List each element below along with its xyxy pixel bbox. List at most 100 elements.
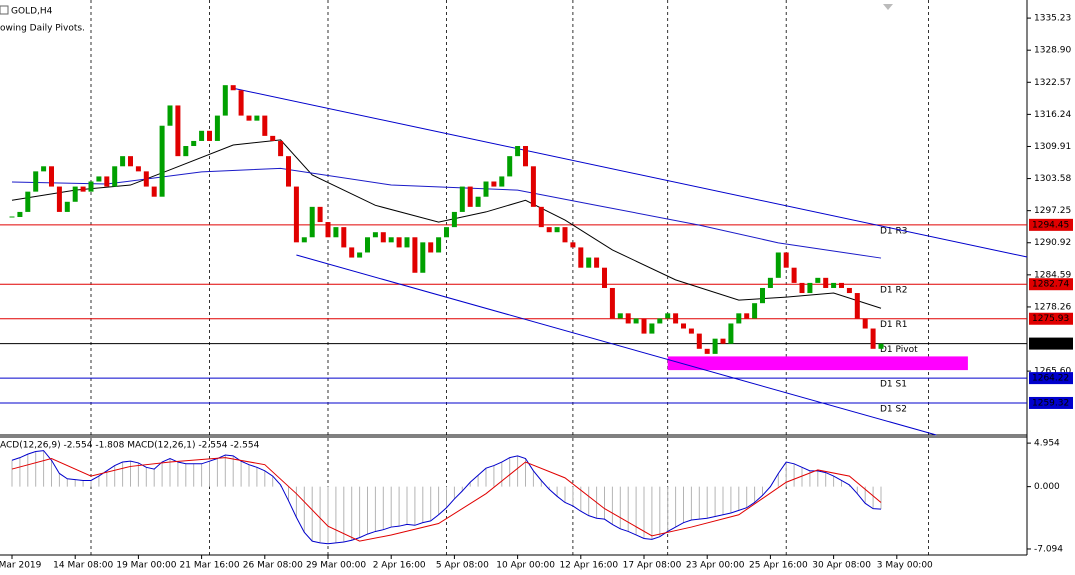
- candle: [254, 115, 260, 121]
- candle: [578, 247, 584, 268]
- candle: [609, 287, 615, 319]
- candle: [199, 130, 205, 141]
- candle: [365, 237, 370, 253]
- candle: [878, 343, 884, 349]
- candle: [823, 277, 829, 288]
- y-tick-label: 1335.23: [1034, 14, 1071, 24]
- x-tick-label: 26 Mar 08:00: [243, 561, 303, 571]
- y-tick-label: 1322.57: [1034, 78, 1071, 88]
- candle: [736, 313, 742, 324]
- candle: [246, 115, 252, 121]
- candle: [617, 313, 623, 319]
- candle: [791, 267, 797, 283]
- y-tick-label: 1297.25: [1034, 206, 1071, 216]
- pivot-label: D1 R2: [880, 286, 908, 296]
- candle: [475, 196, 481, 207]
- candle: [167, 105, 173, 126]
- y-tick-label: 1265.60: [1034, 367, 1071, 377]
- candle: [570, 242, 576, 248]
- candle: [309, 206, 315, 238]
- candle: [633, 318, 639, 324]
- y-tick-label: 4.954: [1034, 439, 1060, 449]
- candle: [230, 85, 236, 91]
- candle: [112, 166, 118, 187]
- candle: [143, 171, 149, 187]
- candle: [41, 166, 47, 172]
- macd-line: [11, 450, 882, 545]
- y-tick-label: 1309.91: [1034, 142, 1071, 152]
- candle: [420, 242, 426, 273]
- candle: [712, 338, 718, 354]
- candle: [775, 252, 781, 278]
- candle: [49, 166, 54, 187]
- candle: [214, 115, 220, 141]
- candle: [459, 186, 465, 212]
- candle: [349, 247, 355, 258]
- candle: [625, 313, 631, 324]
- candle: [293, 186, 299, 243]
- candle: [831, 282, 837, 288]
- price-tag-label: 1282.74: [1032, 280, 1069, 290]
- candle: [530, 166, 536, 207]
- y-tick-label: 0.000: [1034, 482, 1060, 492]
- candle: [151, 186, 157, 197]
- symbol-icon: [0, 5, 9, 15]
- candle: [483, 181, 489, 197]
- candle: [760, 287, 765, 304]
- pivot-label: D1 S2: [880, 404, 907, 414]
- candle: [665, 313, 671, 319]
- candle: [862, 318, 868, 329]
- candle: [491, 181, 497, 187]
- pivot-label: D1 R1: [880, 320, 908, 330]
- candle: [467, 186, 473, 207]
- candle: [846, 287, 852, 294]
- candle: [80, 186, 86, 192]
- candle: [799, 282, 805, 294]
- candle: [546, 227, 552, 233]
- price-tag-label: 1271.03: [1032, 339, 1069, 349]
- y-tick-label: 1284.59: [1034, 270, 1071, 280]
- scroll-marker: [883, 4, 893, 10]
- candle: [104, 176, 110, 187]
- x-tick-label: 23 Apr 00:00: [686, 561, 745, 571]
- x-tick-label: 21 Mar 16:00: [180, 561, 240, 571]
- candle: [238, 90, 244, 116]
- x-tick-label: 3 May 00:00: [877, 561, 933, 571]
- candle: [562, 227, 568, 243]
- candle: [72, 186, 78, 202]
- x-tick-label: 25 Apr 16:00: [749, 561, 808, 571]
- candle: [854, 293, 860, 319]
- candle: [649, 323, 655, 334]
- x-tick-label: 30 Apr 08:00: [812, 561, 871, 571]
- x-tick-label: 10 Apr 00:00: [496, 561, 555, 571]
- candle: [451, 211, 457, 228]
- x-tick-label: 12 Apr 16:00: [559, 561, 618, 571]
- candle: [523, 146, 528, 167]
- candle: [25, 191, 31, 212]
- candle: [783, 252, 789, 268]
- x-tick-label: 14 Mar 08:00: [53, 561, 113, 571]
- pivot-label: D1 Pivot: [880, 345, 918, 355]
- candle: [325, 222, 331, 238]
- candle: [317, 206, 323, 223]
- candle: [499, 176, 505, 187]
- x-tick-label: 29 Mar 00:00: [306, 561, 366, 571]
- candle: [538, 206, 544, 228]
- candle: [380, 232, 386, 243]
- x-tick-label: 5 Apr 08:00: [436, 561, 489, 571]
- candle: [207, 130, 212, 141]
- price-tag-label: 1259.32: [1032, 398, 1069, 408]
- chart-title: GOLD,H4: [11, 7, 53, 17]
- candle: [33, 171, 39, 192]
- pivot-label: D1 R3: [880, 226, 908, 236]
- pivot-label: D1 S1: [880, 380, 907, 390]
- candle: [191, 140, 197, 147]
- candle: [286, 156, 291, 187]
- candle: [270, 135, 276, 141]
- signal-line: [11, 457, 882, 542]
- candle: [301, 237, 307, 243]
- candle: [704, 348, 710, 354]
- price-tag: [1029, 372, 1073, 385]
- y-tick-label: -7.094: [1034, 544, 1063, 554]
- y-tick-label: 1303.58: [1034, 174, 1071, 184]
